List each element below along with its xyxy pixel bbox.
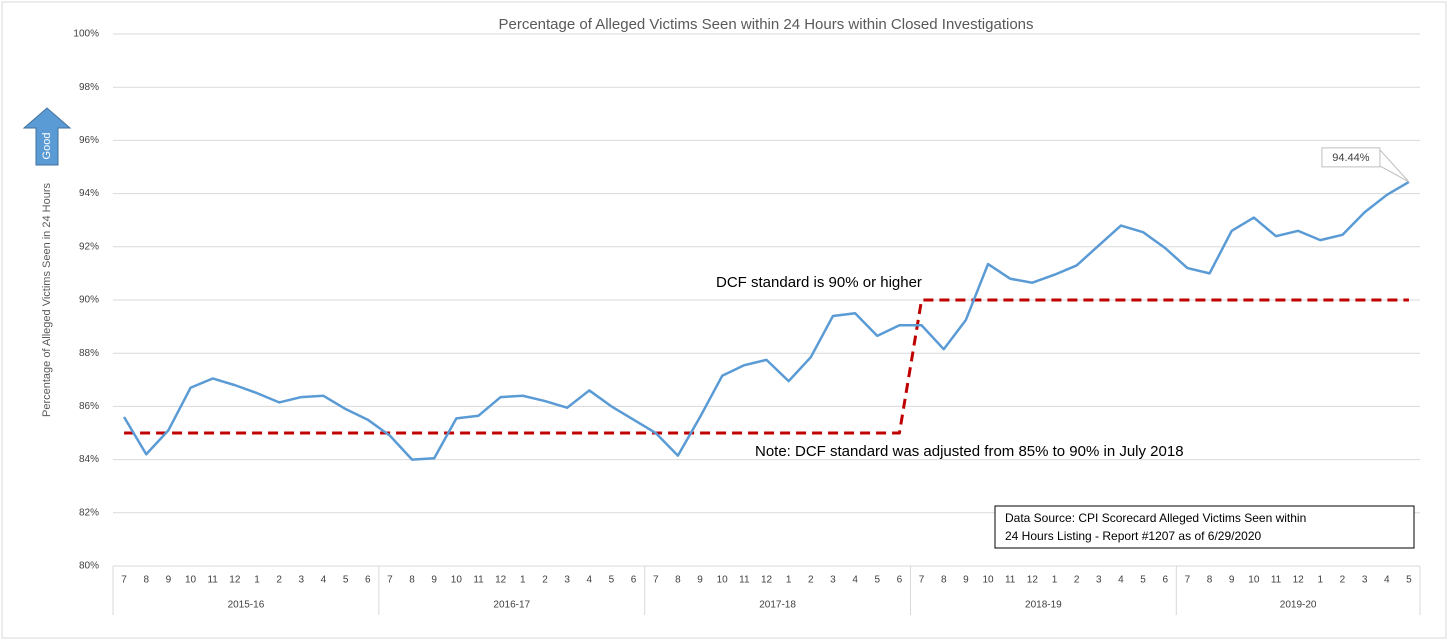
x-tick-label: 12 [1027,575,1039,586]
x-tick-label: 10 [717,575,729,586]
x-tick-label: 3 [299,575,305,586]
x-tick-label: 4 [852,575,858,586]
good-label: Good [41,133,53,160]
y-tick-label: 84% [79,454,99,465]
x-tick-label: 6 [897,575,903,586]
callout-leader [1379,165,1410,183]
x-tick-label: 11 [739,575,750,586]
x-tick-label: 8 [675,575,681,586]
annotation: Note: DCF standard was adjusted from 85%… [755,443,1184,460]
annotation: DCF standard is 90% or higher [716,274,922,291]
group-label: 2015-16 [228,600,265,611]
x-tick-label: 1 [1318,575,1324,586]
x-tick-label: 10 [185,575,197,586]
x-tick-label: 12 [495,575,507,586]
callout-box [1321,147,1381,168]
y-tick-label: 96% [79,135,99,146]
standard-line [124,298,1409,435]
x-tick-label: 3 [1096,575,1102,586]
x-tick-label: 3 [564,575,570,586]
x-tick-label: 2 [1340,575,1346,586]
group-label: 2016-17 [493,600,530,611]
x-tick-label: 10 [1248,575,1260,586]
source-text: 24 Hours Listing - Report #1207 as of 6/… [1005,529,1261,543]
x-tick-label: 2 [276,575,282,586]
x-tick-label: 5 [343,575,349,586]
x-tick-label: 12 [1293,575,1305,586]
x-tick-label: 6 [1162,575,1168,586]
x-tick-label: 2 [542,575,548,586]
x-tick-label: 8 [143,575,149,586]
y-tick-label: 94% [79,188,99,199]
x-tick-label: 6 [365,575,371,586]
x-tick-label: 7 [121,575,127,586]
y-tick-label: 92% [79,241,99,252]
callout-leader [1379,149,1410,183]
x-tick-label: 6 [631,575,637,586]
x-tick-label: 7 [1185,575,1191,586]
data-line [123,180,1410,461]
y-tick-label: 80% [79,561,99,572]
x-tick-label: 5 [609,575,615,586]
x-tick-label: 1 [786,575,792,586]
x-tick-label: 11 [473,575,484,586]
data-label: 94.44% [1332,152,1370,164]
x-tick-label: 7 [653,575,659,586]
group-label: 2017-18 [759,600,796,611]
x-tick-label: 3 [1362,575,1368,586]
x-tick-label: 10 [451,575,463,586]
x-tick-label: 4 [1384,575,1390,586]
group-label: 2018-19 [1025,600,1062,611]
source-box [994,505,1415,549]
x-tick-label: 1 [520,575,526,586]
x-tick-label: 11 [207,575,218,586]
x-tick-label: 1 [1052,575,1058,586]
chart-title: Percentage of Alleged Victims Seen withi… [498,16,1033,33]
x-tick-label: 8 [1207,575,1213,586]
x-tick-label: 12 [229,575,241,586]
source-text: Data Source: CPI Scorecard Alleged Victi… [1005,511,1306,525]
x-tick-label: 11 [1005,575,1016,586]
x-tick-label: 9 [166,575,172,586]
y-axis-label: Percentage of Alleged Victims Seen in 24… [41,183,53,417]
x-tick-label: 9 [697,575,703,586]
x-tick-label: 8 [409,575,415,586]
x-tick-label: 4 [1118,575,1124,586]
x-tick-label: 1 [254,575,260,586]
x-tick-label: 9 [963,575,969,586]
x-tick-label: 12 [761,575,773,586]
x-tick-label: 2 [1074,575,1080,586]
y-tick-label: 98% [79,82,99,93]
x-tick-label: 4 [586,575,592,586]
x-tick-label: 5 [1406,575,1412,586]
x-tick-label: 2 [808,575,814,586]
x-tick-label: 7 [387,575,393,586]
y-tick-label: 90% [79,295,99,306]
x-tick-label: 4 [321,575,327,586]
x-tick-label: 8 [941,575,947,586]
x-tick-label: 7 [919,575,925,586]
y-tick-label: 86% [79,401,99,412]
x-tick-label: 9 [1229,575,1235,586]
y-tick-label: 100% [73,29,99,40]
x-tick-label: 9 [431,575,437,586]
x-tick-label: 3 [830,575,836,586]
group-label: 2019-20 [1280,600,1317,611]
x-tick-label: 11 [1271,575,1282,586]
x-tick-label: 10 [982,575,994,586]
y-tick-label: 88% [79,348,99,359]
y-tick-label: 82% [79,507,99,518]
x-tick-label: 5 [874,575,880,586]
x-tick-label: 5 [1140,575,1146,586]
good-arrow [22,107,72,166]
